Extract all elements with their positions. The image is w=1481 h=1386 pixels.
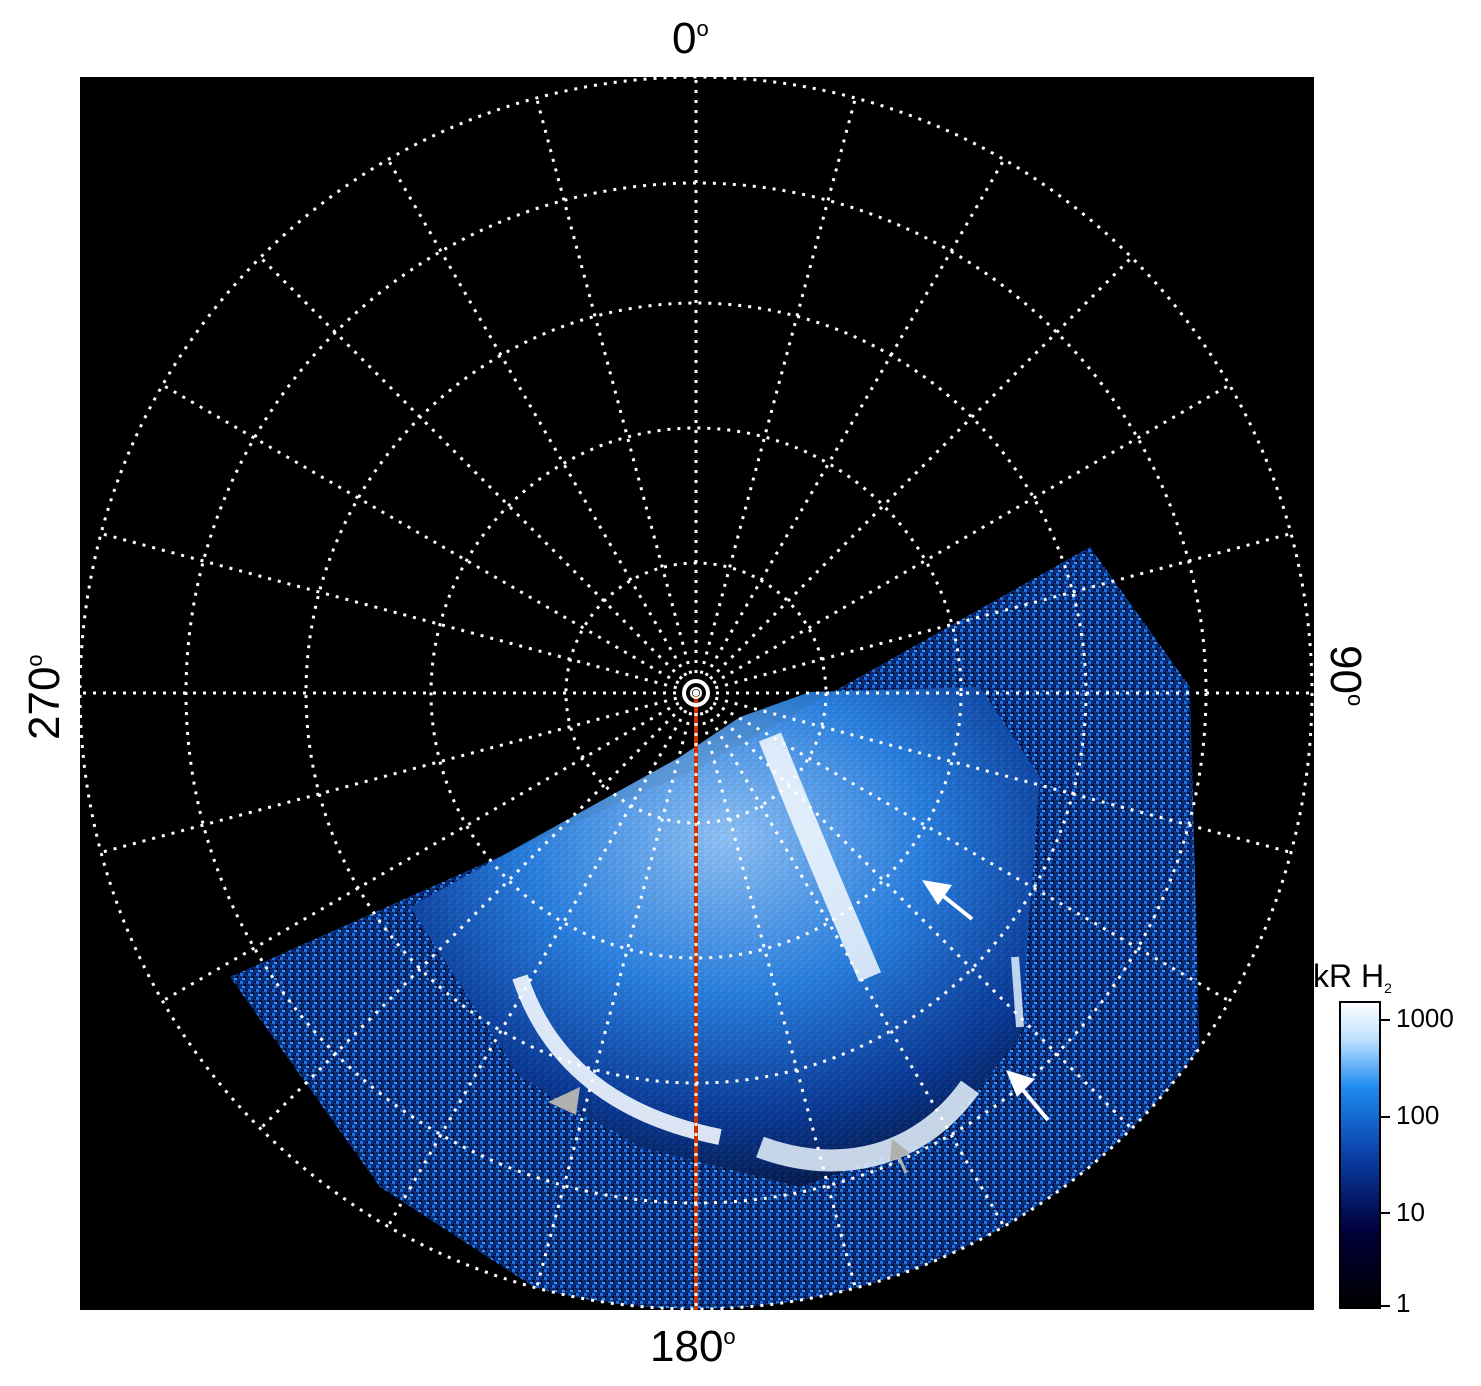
colorbar-gradient xyxy=(1339,1001,1381,1309)
grid-meridian xyxy=(386,692,698,1228)
colorbar-tick-1000: 1000 xyxy=(1396,1003,1454,1033)
colorbar-tick-1: 1 xyxy=(1396,1288,1411,1318)
grid-meridian xyxy=(100,532,697,695)
grid-meridian xyxy=(694,691,1133,1130)
grid-meridian xyxy=(259,691,698,1130)
longitude-label-180: 180o xyxy=(650,1322,736,1371)
longitude-label-0: 0o xyxy=(672,14,709,63)
grid-meridian xyxy=(386,158,698,694)
grid-meridian xyxy=(535,97,698,694)
auroral-arc-south xyxy=(756,1080,979,1172)
grid-meridian xyxy=(694,692,857,1289)
grid-meridian xyxy=(161,691,697,1003)
longitude-label-270: 270o xyxy=(20,654,69,740)
auroral-arc-west xyxy=(512,974,722,1145)
colorbar-tick-100: 100 xyxy=(1396,1100,1440,1130)
grid-meridian xyxy=(695,691,1292,854)
grid-meridian xyxy=(694,692,1006,1228)
grid-meridian xyxy=(694,158,1006,694)
grid-meridian xyxy=(100,691,697,854)
colorbar-title: kR H2 xyxy=(1313,958,1392,996)
arrow-gray-west xyxy=(548,1087,580,1115)
pole-marker-inner xyxy=(690,687,702,699)
auroral-filament xyxy=(758,732,882,982)
auroral-filament-east xyxy=(1011,956,1024,1028)
pole-marker xyxy=(682,679,710,707)
grid-circle xyxy=(80,77,1314,1310)
grid-meridian xyxy=(695,532,1292,695)
grid-meridian xyxy=(161,383,697,695)
grid-meridian xyxy=(695,691,1231,1003)
arrow-white-northeast xyxy=(922,880,974,921)
arrow-white-southeast xyxy=(1006,1070,1050,1122)
grid-meridian xyxy=(259,256,698,695)
longitude-label-90: 90o xyxy=(1321,645,1370,707)
colorbar xyxy=(1339,1001,1390,1309)
grid-meridian xyxy=(694,97,857,694)
grid-meridian xyxy=(694,256,1133,695)
polar-aurora-image xyxy=(80,77,1314,1310)
colorbar-tick-10: 10 xyxy=(1396,1197,1425,1227)
grid-circle xyxy=(429,426,963,960)
grid-meridian xyxy=(695,383,1231,695)
polar-grid xyxy=(80,77,1314,1310)
grid-meridian xyxy=(535,692,698,1289)
arrow-gray-south xyxy=(890,1139,910,1174)
